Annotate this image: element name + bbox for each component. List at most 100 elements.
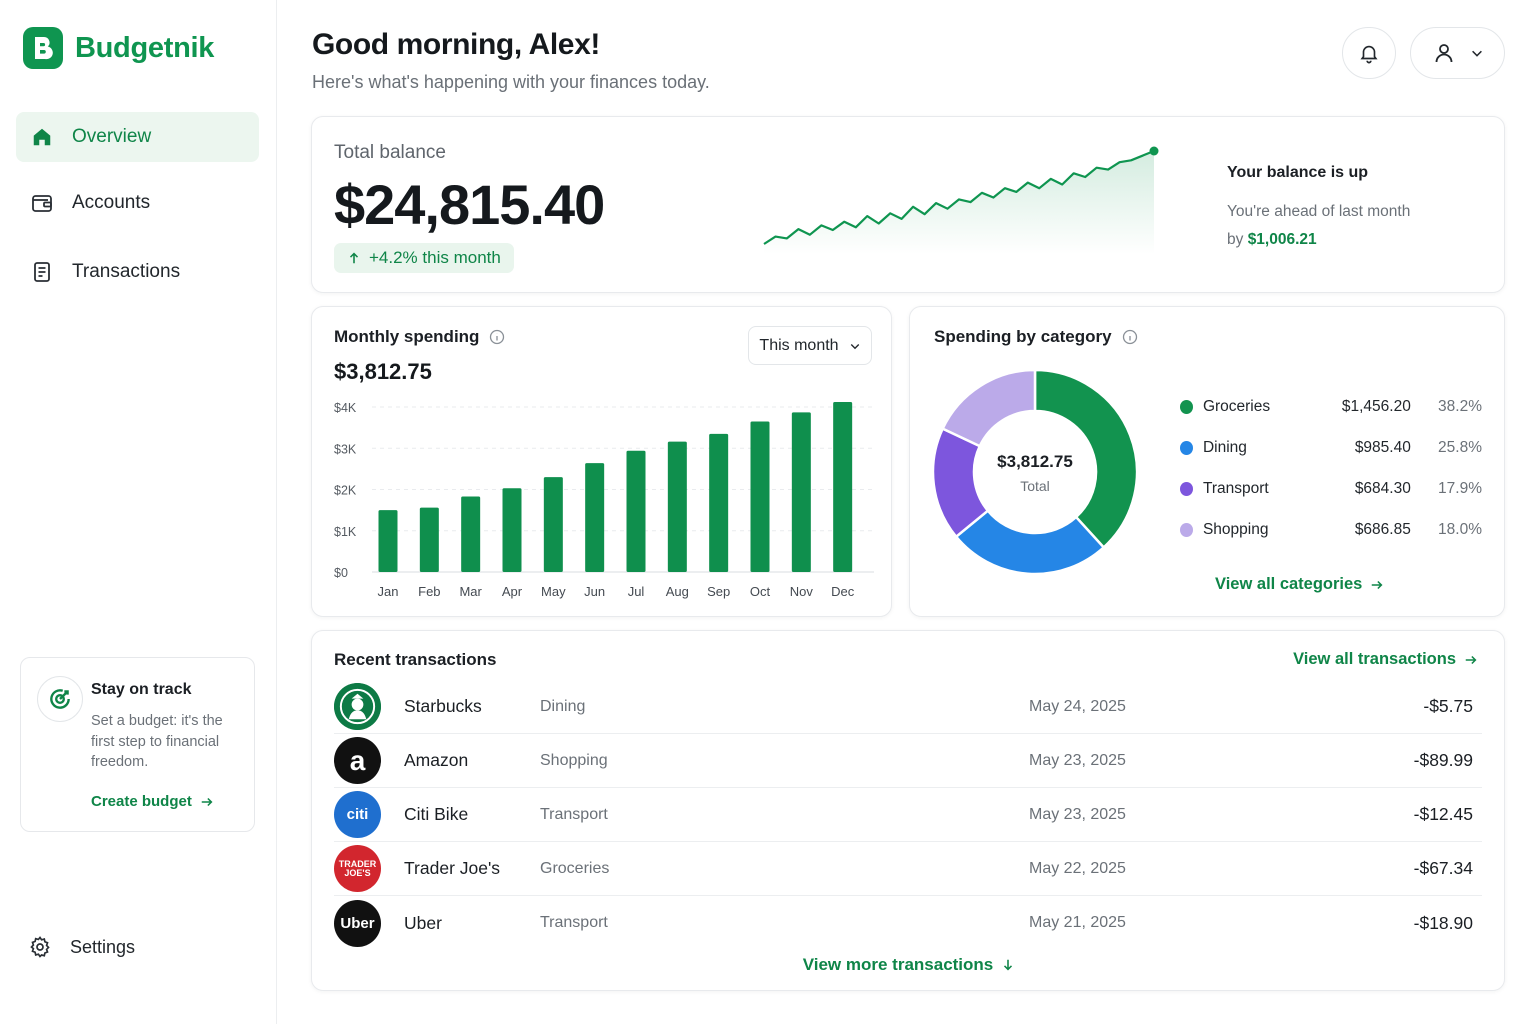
category-row-transport[interactable]: Transport $684.30 17.9% [1180,477,1482,501]
info-icon[interactable] [1122,329,1138,345]
bar-jun[interactable] [585,463,605,572]
view-all-transactions-label: View all transactions [1293,650,1456,668]
settings-button[interactable]: Settings [28,935,135,959]
bar-oct[interactable] [750,421,770,572]
sparkline-area [764,151,1154,254]
category-title-label: Spending by category [934,327,1112,346]
bar-aug[interactable] [667,441,687,572]
transaction-row[interactable]: a Amazon Shopping May 23, 2025 -$89.99 [334,734,1482,788]
transaction-category: Transport [540,914,608,931]
monthly-spending-chart: $0 $1K $2K $3K $4K Jan Feb Mar Apr May Jun Jul Aug Se… [334,401,874,599]
sidebar-item-label: Transactions [72,261,181,282]
notifications-button[interactable] [1342,27,1396,79]
transaction-category: Shopping [540,751,608,769]
y-tick-label: $3K [334,442,357,456]
category-row-groceries[interactable]: Groceries $1,456.20 38.2% [1180,395,1482,419]
category-name: Shopping [1202,521,1269,538]
transaction-amount: -$5.75 [1423,696,1473,716]
y-tick-label: $4K [334,401,357,415]
transaction-amount: -$12.45 [1413,804,1473,824]
recent-transactions-card: Recent transactions View all transaction… [311,630,1505,991]
budget-card: Stay on track Set a budget: it's the fir… [20,657,255,832]
category-amount: $686.85 [1354,521,1411,538]
bar-feb[interactable] [419,507,439,572]
gear-icon [28,935,52,959]
app-name: Budgetnik [75,31,215,64]
y-tick-label: $1K [334,525,357,539]
budget-text: Set a budget: it's the first step to fin… [91,713,223,770]
date-range-value: This month [759,336,839,354]
merchant-logo-text: citi [346,806,369,823]
bar-sep[interactable] [709,433,729,572]
category-name: Groceries [1202,398,1271,415]
bar-may[interactable] [543,477,563,572]
x-tick-label: May [541,584,566,599]
view-all-categories-link[interactable]: View all categories [1215,575,1384,594]
merchant-logo-text: Uber [340,914,375,932]
sidebar-item-overview[interactable]: Overview [16,112,259,162]
user-menu-button[interactable] [1410,27,1505,79]
balance-label: Total balance [334,142,446,163]
x-tick-label: Sep [707,584,730,599]
view-more-transactions-link[interactable]: View more transactions [803,955,1016,975]
monthly-spending-label: Monthly spending [334,327,480,346]
arrow-up-icon [349,252,359,264]
bar-nov[interactable] [791,412,811,572]
sidebar-item-accounts[interactable]: Accounts [16,178,259,228]
monthly-spending-total: $3,812.75 [334,359,432,384]
x-tick-label: Jun [584,584,605,599]
donut-slice-groceries[interactable] [1033,368,1138,550]
budget-title: Stay on track [91,681,192,698]
bar-apr[interactable] [502,488,522,572]
arrow-right-icon [1465,655,1477,664]
merchant-logo-text: TRADER JOE'S [338,858,377,878]
transaction-row[interactable]: Starbucks Dining May 24, 2025 -$5.75 [334,680,1482,734]
balance-up-by: by [1227,231,1244,248]
date-range-select[interactable]: This month [748,326,872,365]
category-row-shopping[interactable]: Shopping $686.85 18.0% [1180,518,1482,542]
y-tick-label: $2K [334,484,357,498]
category-amount: $985.40 [1354,439,1411,456]
sidebar: Budgetnik Overview Accounts Transactions… [0,0,277,1024]
balance-trend-sparkline [763,146,1159,254]
bar-jul[interactable] [626,450,646,572]
amazon-logo-icon: a [334,737,381,784]
recent-transactions-title: Recent transactions [334,650,497,669]
y-tick-label: $0 [334,566,348,580]
citi-bike-logo-icon: citi [334,791,381,838]
transaction-date: May 22, 2025 [1029,859,1126,877]
app-logo[interactable]: Budgetnik [23,27,214,69]
bar-dec[interactable] [833,402,853,572]
category-row-dining[interactable]: Dining $985.40 25.8% [1180,436,1482,460]
trader-joe-s-logo-icon: TRADER JOE'S [334,845,381,892]
transaction-amount: -$67.34 [1413,858,1473,878]
create-budget-label: Create budget [91,793,192,810]
arrow-down-icon [1004,959,1013,971]
bar-mar[interactable] [461,496,481,572]
category-color-dot [1180,482,1193,496]
category-donut-chart [932,368,1138,576]
transaction-row[interactable]: Uber Uber Transport May 21, 2025 -$18.90 [334,896,1482,950]
view-all-transactions-link[interactable]: View all transactions [1293,650,1478,669]
budgetnik-logo-icon [23,27,63,69]
donut-slice-shopping[interactable] [940,368,1037,448]
monthly-spending-title: Monthly spending [334,327,505,347]
view-more-transactions-label: View more transactions [802,955,994,974]
merchant-logo-text: a [349,744,366,776]
sidebar-item-label: Overview [72,126,152,147]
sidebar-item-transactions[interactable]: Transactions [16,247,259,297]
create-budget-link[interactable]: Create budget [91,793,214,810]
home-icon [30,125,54,149]
merchant-name: Citi Bike [404,804,469,824]
category-name: Dining [1202,439,1247,456]
spending-by-category-card: Spending by category $3,812.75 Total Gro… [909,306,1505,617]
receipt-icon [30,260,54,284]
monthly-spending-card: Monthly spending $3,812.75 This month $0… [311,306,892,617]
info-icon[interactable] [489,329,505,345]
transaction-row[interactable]: citi Citi Bike Transport May 23, 2025 -$12.4… [334,788,1482,842]
transaction-row[interactable]: TRADER JOE'S Trader Joe's Groceries May 22,… [334,842,1482,896]
x-tick-label: Feb [418,584,440,599]
bar-jan[interactable] [378,510,398,572]
category-name: Transport [1202,480,1269,497]
x-tick-label: Jul [628,584,645,599]
